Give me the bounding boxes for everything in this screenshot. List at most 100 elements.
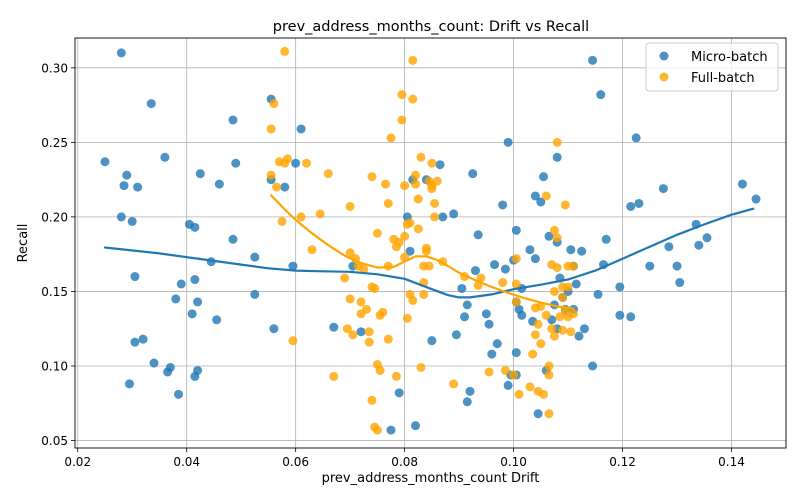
data-point-micro-batch bbox=[615, 282, 625, 292]
data-point-full-batch bbox=[416, 152, 426, 162]
data-point-micro-batch bbox=[119, 181, 129, 191]
data-point-full-batch bbox=[544, 409, 554, 419]
legend-marker-full-batch bbox=[659, 72, 669, 82]
data-point-micro-batch bbox=[577, 246, 587, 256]
data-point-full-batch bbox=[552, 233, 562, 243]
data-point-full-batch bbox=[484, 367, 494, 377]
data-point-full-batch bbox=[375, 365, 385, 375]
data-point-full-batch bbox=[411, 170, 421, 180]
data-point-full-batch bbox=[383, 334, 393, 344]
data-point-full-batch bbox=[558, 292, 568, 302]
data-point-micro-batch bbox=[470, 266, 480, 276]
data-point-micro-batch bbox=[503, 137, 513, 147]
data-point-micro-batch bbox=[702, 233, 712, 243]
data-point-micro-batch bbox=[130, 337, 140, 347]
x-axis-label: prev_address_months_count Drift bbox=[322, 471, 540, 486]
y-tick-label: 0.25 bbox=[41, 136, 68, 150]
data-point-full-batch bbox=[282, 154, 292, 164]
data-point-full-batch bbox=[552, 263, 562, 273]
data-point-full-batch bbox=[315, 209, 325, 219]
data-point-micro-batch bbox=[130, 272, 140, 282]
data-point-micro-batch bbox=[146, 99, 156, 109]
data-point-micro-batch bbox=[571, 279, 581, 289]
data-point-micro-batch bbox=[500, 264, 510, 274]
data-point-full-batch bbox=[549, 331, 559, 341]
data-point-micro-batch bbox=[214, 179, 224, 189]
data-point-full-batch bbox=[566, 327, 576, 337]
data-point-full-batch bbox=[544, 370, 554, 380]
data-point-micro-batch bbox=[694, 240, 704, 250]
y-tick-label: 0.20 bbox=[41, 210, 68, 224]
data-point-full-batch bbox=[563, 282, 573, 292]
data-point-full-batch bbox=[528, 349, 538, 359]
legend-label-micro-batch: Micro-batch bbox=[691, 50, 768, 65]
data-point-full-batch bbox=[400, 231, 410, 241]
trend-line-full-batch bbox=[270, 194, 575, 310]
x-tick-label: 0.04 bbox=[173, 455, 200, 469]
data-points bbox=[100, 46, 761, 435]
data-point-full-batch bbox=[544, 361, 554, 371]
data-point-micro-batch bbox=[190, 222, 200, 232]
data-point-micro-batch bbox=[503, 380, 513, 390]
data-point-micro-batch bbox=[212, 315, 222, 325]
trend-line-micro-batch bbox=[103, 207, 755, 299]
data-point-full-batch bbox=[416, 362, 426, 372]
data-point-micro-batch bbox=[672, 261, 682, 271]
data-point-full-batch bbox=[498, 278, 508, 288]
data-point-full-batch bbox=[307, 245, 317, 255]
data-point-full-batch bbox=[386, 133, 396, 143]
data-point-micro-batch bbox=[525, 245, 535, 255]
data-point-micro-batch bbox=[481, 309, 491, 319]
data-point-full-batch bbox=[514, 389, 524, 399]
data-point-full-batch bbox=[348, 330, 358, 340]
data-point-full-batch bbox=[272, 182, 282, 192]
data-point-full-batch bbox=[424, 261, 434, 271]
data-point-full-batch bbox=[323, 169, 333, 179]
data-point-full-batch bbox=[411, 179, 421, 189]
legend-box bbox=[645, 42, 779, 92]
y-axis-label: Recall bbox=[16, 224, 31, 263]
data-point-micro-batch bbox=[588, 55, 598, 65]
data-point-micro-batch bbox=[530, 191, 540, 201]
data-point-full-batch bbox=[552, 137, 562, 147]
data-point-full-batch bbox=[391, 371, 401, 381]
data-point-micro-batch bbox=[737, 179, 747, 189]
data-point-full-batch bbox=[345, 248, 355, 258]
data-point-micro-batch bbox=[116, 212, 126, 222]
data-point-micro-batch bbox=[473, 230, 483, 240]
data-point-micro-batch bbox=[498, 200, 508, 210]
data-point-full-batch bbox=[419, 289, 429, 299]
data-point-micro-batch bbox=[165, 362, 175, 372]
data-point-micro-batch bbox=[596, 90, 606, 100]
data-point-micro-batch bbox=[269, 324, 279, 334]
data-point-full-batch bbox=[408, 55, 418, 65]
data-point-micro-batch bbox=[250, 289, 260, 299]
data-point-full-batch bbox=[511, 297, 521, 307]
x-tick-label: 0.08 bbox=[391, 455, 418, 469]
data-point-micro-batch bbox=[490, 260, 500, 270]
data-point-full-batch bbox=[367, 172, 377, 182]
data-point-full-batch bbox=[372, 425, 382, 435]
data-point-micro-batch bbox=[634, 198, 644, 208]
data-point-micro-batch bbox=[631, 133, 641, 143]
y-tick-label: 0.05 bbox=[41, 434, 68, 448]
data-point-full-batch bbox=[430, 198, 440, 208]
data-point-micro-batch bbox=[133, 182, 143, 192]
data-point-full-batch bbox=[541, 191, 551, 201]
data-point-full-batch bbox=[378, 307, 388, 317]
data-point-micro-batch bbox=[517, 310, 527, 320]
data-point-micro-batch bbox=[451, 330, 461, 340]
data-point-full-batch bbox=[539, 389, 549, 399]
data-point-full-batch bbox=[560, 200, 570, 210]
data-point-micro-batch bbox=[566, 245, 576, 255]
data-point-full-batch bbox=[397, 90, 407, 100]
data-point-micro-batch bbox=[460, 312, 470, 322]
data-point-micro-batch bbox=[176, 279, 186, 289]
data-point-micro-batch bbox=[664, 242, 674, 252]
trend-lines bbox=[103, 194, 755, 310]
data-point-micro-batch bbox=[356, 327, 366, 337]
data-point-micro-batch bbox=[449, 209, 459, 219]
data-point-full-batch bbox=[432, 176, 442, 186]
data-point-full-batch bbox=[449, 379, 459, 389]
data-point-full-batch bbox=[569, 261, 579, 271]
